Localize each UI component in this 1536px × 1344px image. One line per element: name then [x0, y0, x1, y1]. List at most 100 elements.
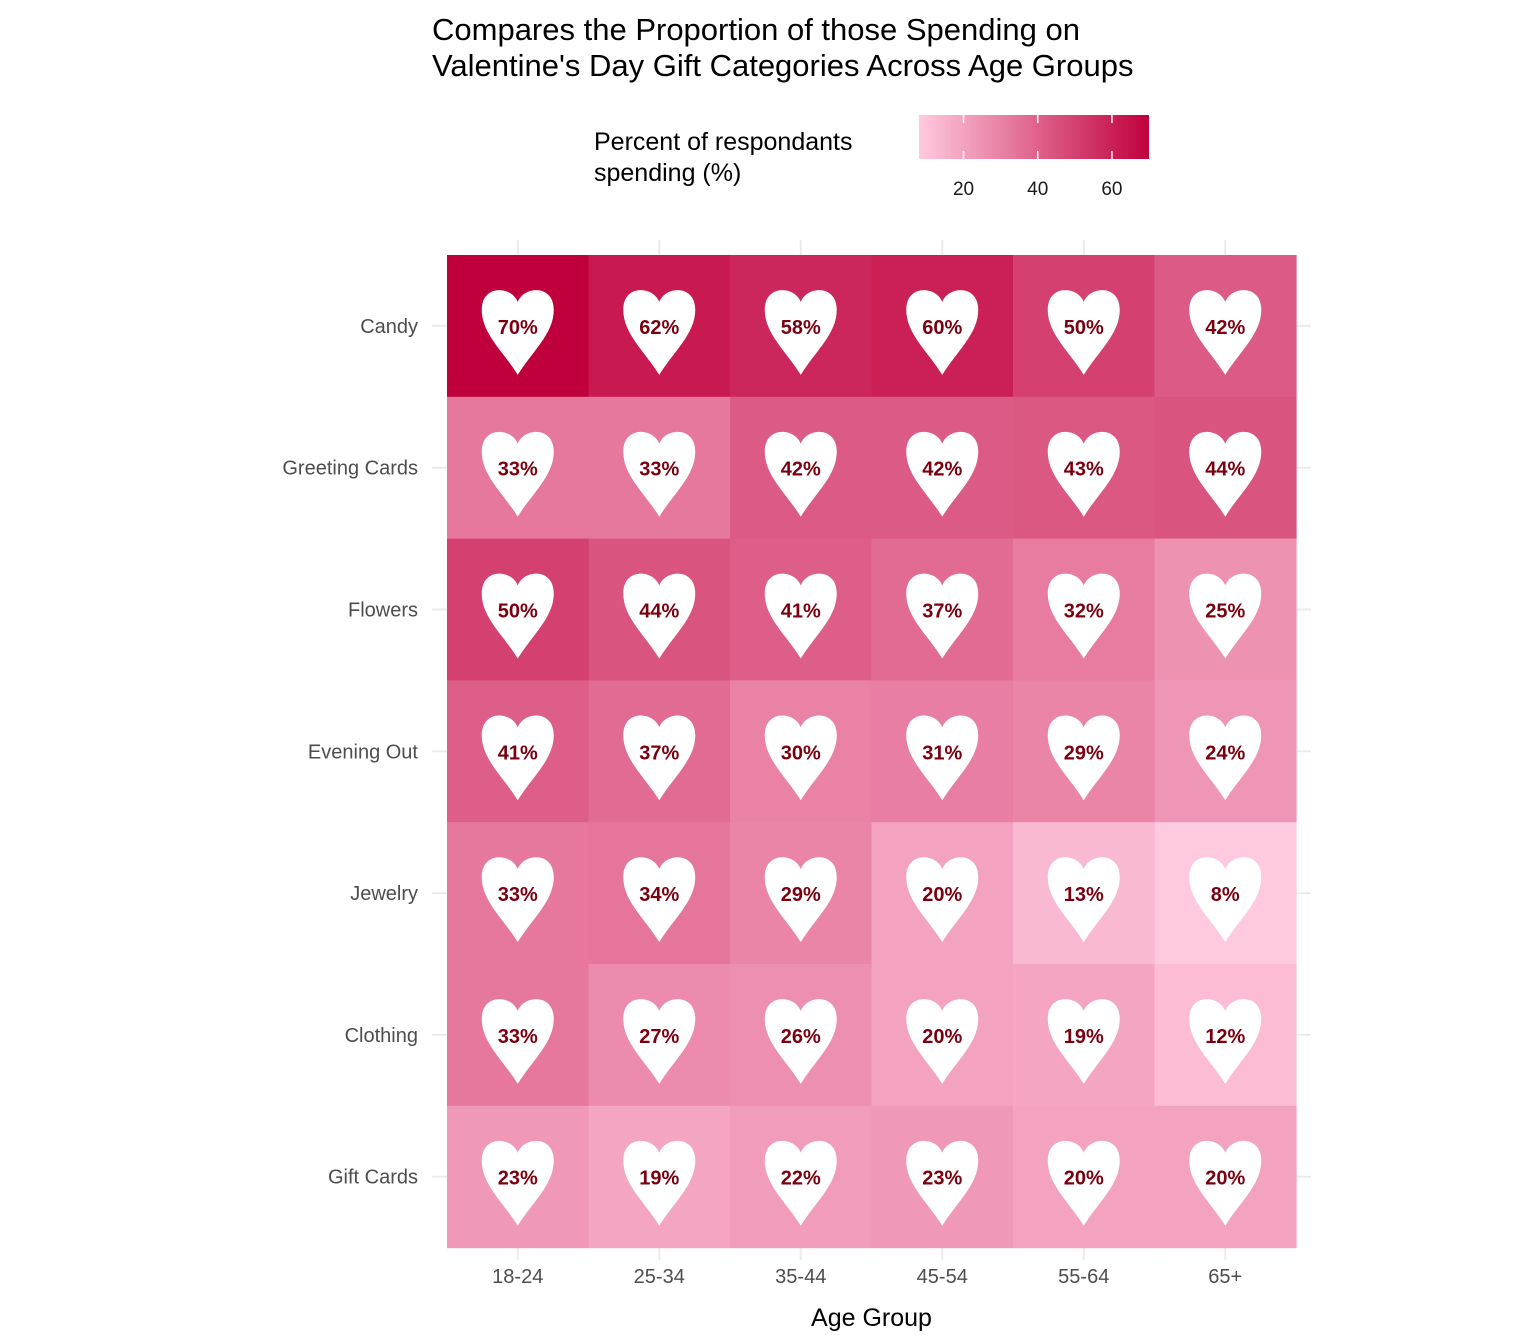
- legend-title: Percent of respondants spending (%): [594, 128, 853, 187]
- x-tick-label: 55-64: [1058, 1266, 1109, 1288]
- cell-value-label: 29%: [781, 884, 821, 906]
- heart-marker: [764, 573, 837, 659]
- cell-value-label: 50%: [1064, 317, 1104, 339]
- x-tick-label: 65+: [1208, 1266, 1242, 1288]
- y-tick-label: Flowers: [348, 600, 418, 622]
- cell-value-label: 37%: [639, 742, 679, 764]
- heart-marker: [481, 573, 554, 659]
- heart-marker: [906, 857, 979, 943]
- cell-value-label: 33%: [498, 459, 538, 481]
- heart-marker: [1047, 573, 1120, 659]
- cell-value-label: 42%: [922, 459, 962, 481]
- heart-marker: [1047, 290, 1120, 375]
- heart-marker: [481, 1140, 554, 1226]
- heart-marker: [1189, 431, 1262, 517]
- cell-value-label: 12%: [1205, 1026, 1245, 1048]
- legend-tick-label: 60: [1101, 179, 1122, 200]
- x-tick-label: 35-44: [775, 1266, 826, 1288]
- legend-title-line: Percent of respondants: [594, 128, 853, 156]
- cell-value-label: 20%: [922, 884, 962, 906]
- cell-value-label: 22%: [781, 1168, 821, 1190]
- heart-marker: [1047, 1140, 1120, 1226]
- cell-value-label: 20%: [1205, 1168, 1245, 1190]
- chart-title-line: Compares the Proportion of those Spendin…: [432, 12, 1080, 47]
- x-tick-label: 18-24: [492, 1266, 543, 1288]
- heart-marker: [1047, 431, 1120, 517]
- heart-marker: [1047, 857, 1120, 943]
- cell-value-label: 43%: [1064, 459, 1104, 481]
- cell-value-label: 24%: [1205, 742, 1245, 764]
- cell-value-label: 34%: [639, 884, 679, 906]
- heart-marker: [1189, 573, 1262, 659]
- heatmap-cells: 70% 62% 58% 60% 50% 42% 33% 33% 42% 42% 43% 44% 50% 4…: [447, 255, 1297, 1249]
- heart-marker: [1047, 999, 1120, 1084]
- cell-value-label: 32%: [1064, 601, 1104, 623]
- cell-value-label: 25%: [1205, 601, 1245, 623]
- y-tick-label: Gift Cards: [328, 1167, 418, 1189]
- legend-title-line: spending (%): [594, 159, 741, 187]
- chart-title-line: Valentine's Day Gift Categories Across A…: [432, 48, 1133, 83]
- heart-marker: [906, 573, 979, 659]
- legend-ticks: 20 40 60: [953, 115, 1122, 200]
- x-tick-label: 45-54: [917, 1266, 968, 1288]
- cell-value-label: 41%: [498, 742, 538, 764]
- cell-value-label: 50%: [498, 601, 538, 623]
- heart-marker: [481, 999, 554, 1084]
- heart-marker: [1189, 999, 1262, 1084]
- heart-marker: [623, 573, 696, 659]
- heart-marker: [764, 999, 837, 1084]
- heart-marker: [906, 431, 979, 517]
- cell-value-label: 23%: [922, 1168, 962, 1190]
- y-tick-label: Clothing: [345, 1025, 418, 1047]
- legend-tick-label: 20: [953, 179, 974, 200]
- cell-value-label: 33%: [498, 884, 538, 906]
- heart-marker: [1189, 1140, 1262, 1226]
- heart-marker: [1047, 715, 1120, 801]
- heart-marker: [623, 1140, 696, 1226]
- heart-marker: [481, 290, 554, 375]
- cell-value-label: 30%: [781, 742, 821, 764]
- x-axis-tick-labels: 18-24 25-34 35-44 45-54 55-64 65+: [492, 1266, 1242, 1288]
- cell-value-label: 33%: [639, 459, 679, 481]
- cell-value-label: 41%: [781, 601, 821, 623]
- heart-marker: [906, 715, 979, 801]
- heart-marker: [623, 999, 696, 1084]
- heart-marker: [906, 1140, 979, 1226]
- heart-marker: [481, 857, 554, 943]
- heart-marker: [623, 857, 696, 943]
- cell-value-label: 62%: [639, 317, 679, 339]
- legend: Percent of respondants spending (%) 20 40 6…: [594, 115, 1149, 200]
- heart-marker: [1189, 715, 1262, 801]
- cell-value-label: 23%: [498, 1168, 538, 1190]
- cell-value-label: 29%: [1064, 742, 1104, 764]
- cell-value-label: 44%: [1205, 459, 1245, 481]
- cell-value-label: 13%: [1064, 884, 1104, 906]
- cell-value-label: 27%: [639, 1026, 679, 1048]
- legend-tick-label: 40: [1027, 179, 1048, 200]
- cell-value-label: 8%: [1211, 884, 1240, 906]
- x-axis-title: Age Group: [811, 1304, 932, 1332]
- heart-marker: [764, 857, 837, 943]
- heart-marker: [764, 1140, 837, 1226]
- cell-value-label: 42%: [781, 459, 821, 481]
- cell-value-label: 19%: [1064, 1026, 1104, 1048]
- legend-colorbar: [919, 115, 1149, 159]
- heart-marker: [906, 290, 979, 375]
- y-tick-label: Candy: [360, 316, 418, 338]
- heart-marker: [906, 999, 979, 1084]
- y-axis-tick-labels: Candy Greeting Cards Flowers Evening Out Jew…: [282, 316, 418, 1189]
- x-tick-label: 25-34: [634, 1266, 685, 1288]
- cell-value-label: 58%: [781, 317, 821, 339]
- heart-marker: [764, 290, 837, 375]
- cell-value-label: 31%: [922, 742, 962, 764]
- cell-value-label: 20%: [1064, 1168, 1104, 1190]
- heart-marker: [1189, 857, 1262, 943]
- cell-value-label: 26%: [781, 1026, 821, 1048]
- y-tick-label: Greeting Cards: [282, 458, 418, 480]
- heart-marker: [623, 431, 696, 517]
- cell-value-label: 44%: [639, 601, 679, 623]
- heart-marker: [623, 290, 696, 375]
- chart-title: Compares the Proportion of those Spendin…: [432, 12, 1133, 83]
- heart-marker: [481, 431, 554, 517]
